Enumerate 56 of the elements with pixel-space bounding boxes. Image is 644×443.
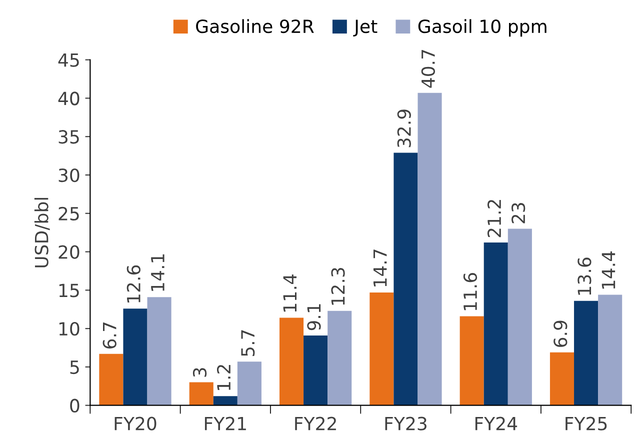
- data-label: 12.3: [331, 268, 345, 305]
- bar: [394, 152, 418, 406]
- bar: [237, 362, 262, 406]
- bar: [484, 242, 508, 406]
- data-label: 14.7: [373, 250, 387, 286]
- bar: [123, 308, 148, 406]
- bar: [418, 92, 442, 406]
- data-label: 40.7: [421, 50, 435, 88]
- y-tick-label: 30: [58, 168, 80, 182]
- y-tick-label: 35: [58, 130, 79, 144]
- data-label: 23: [512, 203, 526, 224]
- x-tick-label: FY24: [475, 416, 518, 430]
- y-tick-label: 20: [58, 245, 80, 259]
- data-label: 11.4: [283, 274, 296, 312]
- y-tick-label: 45: [58, 54, 79, 67]
- data-label: 6.9: [554, 320, 568, 347]
- data-label: 3: [192, 368, 207, 377]
- x-tick-label: FY25: [566, 416, 607, 430]
- bar: [279, 318, 304, 406]
- y-tick-label: 15: [59, 284, 79, 298]
- x-tick-label: FY20: [114, 416, 156, 430]
- bar: [370, 292, 394, 406]
- bar: [460, 316, 484, 406]
- data-label: 9.1: [307, 304, 321, 330]
- data-label: 13.6: [578, 258, 592, 295]
- x-tick-label: FY21: [204, 416, 246, 430]
- y-tick-label: 25: [58, 206, 79, 220]
- bar: [328, 310, 352, 406]
- data-label: 6.7: [102, 322, 116, 348]
- data-label: 5.7: [241, 330, 255, 356]
- data-label: 14.4: [602, 251, 616, 289]
- data-label: 1.2: [216, 365, 230, 390]
- data-label: 32.9: [397, 110, 411, 148]
- legend-label: Gasoil 10 ppm: [418, 19, 546, 37]
- bar: [213, 396, 238, 406]
- data-label: 12.6: [126, 265, 140, 302]
- y-axis-title: USD/bbl: [34, 198, 50, 268]
- bar: [550, 352, 574, 406]
- x-tick-label: FY23: [385, 416, 426, 430]
- bar: [304, 335, 328, 406]
- x-tick-label: FY22: [295, 416, 336, 430]
- y-tick-label: 5: [70, 360, 79, 374]
- bar: [598, 294, 622, 406]
- data-label: 21.2: [487, 200, 501, 238]
- y-tick-label: 0: [70, 398, 80, 412]
- bar: [147, 297, 172, 406]
- bar: [508, 228, 532, 406]
- bar: [574, 300, 598, 406]
- bar: [99, 354, 124, 406]
- legend-label: Gasoline 92R: [196, 19, 314, 34]
- y-tick-label: 10: [59, 322, 80, 336]
- legend-label: Jet: [353, 20, 378, 37]
- data-label: 11.6: [463, 273, 478, 310]
- bar: [189, 382, 214, 406]
- y-tick-label: 40: [58, 92, 80, 106]
- data-label: 14.1: [151, 254, 164, 291]
